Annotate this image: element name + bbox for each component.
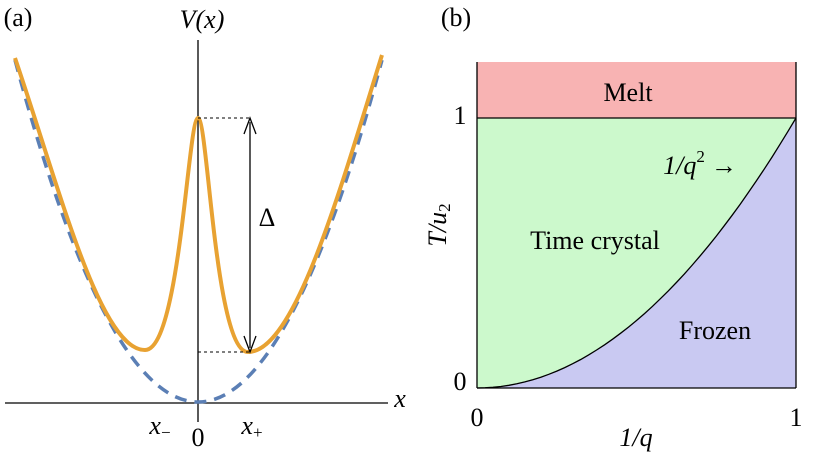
y-label-sub: 2 [435, 203, 454, 212]
y-axis-label: T/u2 [423, 203, 454, 246]
phase-boundary [476, 117, 797, 389]
curve-arrow: → [711, 151, 737, 180]
x-tick-label: 0 [471, 403, 484, 432]
arrow-head [243, 335, 257, 354]
tick-sub: + [253, 423, 263, 442]
y-tick-label: 1 [454, 101, 467, 130]
region-label: Time crystal [530, 226, 660, 255]
curve-base: 1/q [663, 151, 696, 180]
x-axis-label: x [393, 384, 406, 413]
tick-symbol: x [240, 411, 253, 440]
delta-label: Δ [259, 203, 276, 232]
region-label: Melt [603, 78, 653, 107]
curve-label: 1/q2 → [663, 147, 737, 180]
arrow-head [243, 116, 257, 135]
frozen-region [477, 118, 796, 388]
x-tick-label: 0 [192, 423, 205, 452]
y-axis-label: V(x) [180, 5, 225, 34]
melt-region [477, 62, 796, 118]
x-axis-label: 1/q [619, 423, 652, 452]
y-label-base: T/u [423, 212, 452, 247]
x-tick-label: x− [148, 411, 170, 442]
y-tick-label: 0 [454, 367, 467, 396]
region-label: Frozen [679, 316, 751, 345]
curve-sup: 2 [696, 147, 705, 166]
x-tick-label: 1 [790, 403, 803, 432]
tick-symbol: x [148, 411, 161, 440]
x-tick-label: x+ [240, 411, 262, 442]
panel-label: (a) [4, 3, 33, 32]
tick-sub: − [161, 423, 171, 442]
panel-label: (b) [441, 3, 471, 32]
harmonic-potential [13, 59, 384, 404]
